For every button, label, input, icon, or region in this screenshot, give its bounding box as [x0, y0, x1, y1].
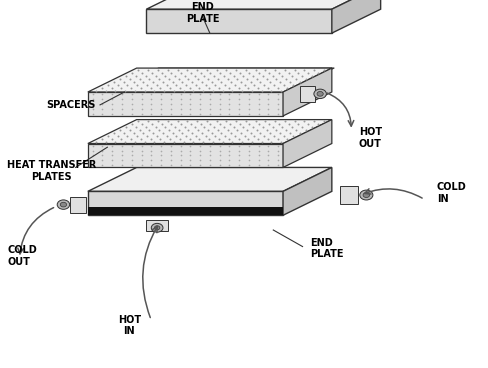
- Polygon shape: [117, 68, 334, 88]
- Polygon shape: [117, 88, 123, 106]
- Polygon shape: [88, 167, 332, 191]
- Polygon shape: [283, 68, 332, 116]
- Circle shape: [314, 89, 326, 99]
- Circle shape: [57, 200, 70, 209]
- Circle shape: [61, 202, 66, 207]
- Polygon shape: [283, 120, 332, 167]
- Polygon shape: [146, 220, 168, 231]
- Polygon shape: [88, 191, 283, 215]
- Polygon shape: [117, 88, 293, 91]
- Text: HEAT TRANSFER
PLATES: HEAT TRANSFER PLATES: [6, 160, 96, 182]
- Polygon shape: [70, 197, 86, 213]
- Polygon shape: [300, 86, 315, 102]
- Polygon shape: [146, 9, 332, 33]
- Polygon shape: [340, 186, 358, 204]
- Polygon shape: [88, 92, 283, 116]
- Polygon shape: [146, 0, 381, 9]
- Text: END
PLATE: END PLATE: [186, 2, 219, 24]
- Text: HOT
IN: HOT IN: [118, 315, 141, 336]
- Text: COLD
OUT: COLD OUT: [7, 245, 37, 266]
- Circle shape: [154, 226, 160, 230]
- Text: HOT
OUT: HOT OUT: [359, 127, 382, 149]
- Polygon shape: [88, 68, 332, 92]
- Text: COLD
IN: COLD IN: [437, 183, 467, 204]
- Circle shape: [317, 92, 323, 96]
- Circle shape: [360, 190, 373, 200]
- Polygon shape: [88, 144, 283, 167]
- Polygon shape: [88, 120, 332, 144]
- Circle shape: [151, 223, 163, 232]
- Polygon shape: [283, 167, 332, 215]
- Circle shape: [363, 192, 369, 198]
- Polygon shape: [332, 0, 381, 33]
- Text: SPACERS: SPACERS: [46, 100, 95, 110]
- Polygon shape: [88, 207, 283, 215]
- Text: END
PLATE: END PLATE: [310, 238, 344, 259]
